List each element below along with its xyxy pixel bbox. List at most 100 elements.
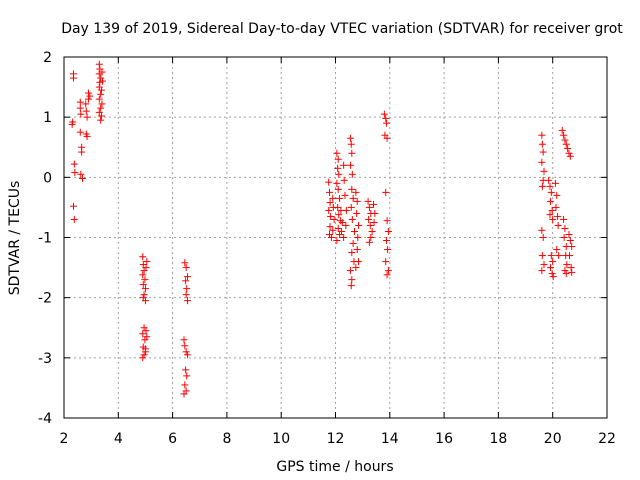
data-point (384, 227, 392, 235)
data-point (140, 267, 148, 275)
data-point (181, 259, 189, 267)
data-point (69, 118, 77, 126)
data-point (326, 223, 334, 231)
x-tick-label: 4 (114, 431, 123, 447)
y-tick-label: 1 (43, 110, 52, 126)
data-point (334, 185, 342, 193)
data-point (342, 206, 350, 214)
data-point (548, 270, 556, 278)
data-point (98, 68, 106, 76)
data-point (95, 108, 103, 116)
data-point (384, 267, 392, 275)
data-point (184, 297, 192, 305)
data-point (348, 149, 356, 157)
data-point (561, 224, 569, 232)
x-tick-label: 12 (327, 431, 345, 447)
data-point (333, 149, 341, 157)
data-point (566, 152, 574, 160)
data-point (330, 215, 338, 223)
data-point (181, 342, 189, 350)
y-tick-label: -2 (38, 291, 52, 307)
y-tick-label: -1 (38, 231, 52, 247)
data-point (84, 95, 92, 103)
data-point (139, 280, 147, 288)
data-point (335, 211, 343, 219)
data-point (139, 294, 147, 302)
x-axis-title: GPS time / hours (276, 459, 393, 475)
data-point (354, 234, 362, 241)
x-tick-label: 14 (381, 431, 399, 447)
data-point (367, 234, 375, 241)
data-point (83, 132, 91, 140)
data-point (97, 90, 105, 98)
x-tick-label: 8 (222, 431, 231, 447)
data-point (382, 188, 390, 196)
data-point (555, 252, 563, 260)
data-point (347, 282, 355, 290)
data-point (181, 381, 189, 389)
data-point (180, 390, 188, 398)
data-point (346, 267, 354, 275)
data-point (560, 234, 568, 241)
data-point (342, 221, 350, 229)
data-point (540, 261, 548, 269)
data-point (564, 144, 572, 152)
data-point (325, 206, 333, 214)
x-tick-label: 6 (168, 431, 177, 447)
data-point (182, 291, 190, 299)
data-point (547, 197, 555, 205)
data-point (97, 116, 105, 124)
y-tick-label: -3 (38, 351, 52, 367)
data-point (370, 200, 378, 208)
data-point (382, 114, 390, 122)
data-point (184, 273, 192, 281)
x-tick-label: 16 (435, 431, 453, 447)
data-point (95, 60, 103, 68)
data-point (549, 258, 557, 266)
data-point (554, 212, 562, 220)
data-point (70, 74, 78, 82)
data-point (341, 191, 349, 199)
data-point (183, 285, 191, 293)
data-point (139, 354, 147, 362)
data-point (538, 226, 546, 234)
data-point (548, 206, 556, 214)
data-point (384, 246, 392, 254)
data-point (95, 95, 103, 103)
data-point (76, 128, 84, 136)
data-point (141, 336, 149, 344)
data-point (540, 167, 548, 175)
data-point (141, 276, 149, 284)
data-point (84, 89, 92, 97)
data-point (349, 240, 357, 248)
x-tick-label: 18 (489, 431, 507, 447)
data-point (538, 252, 546, 260)
data-point (325, 178, 333, 186)
data-point (353, 246, 361, 254)
data-point (566, 237, 574, 245)
data-point (538, 131, 546, 139)
x-tick-label: 22 (598, 431, 616, 447)
data-point (327, 212, 335, 220)
data-point (143, 333, 151, 341)
data-point (348, 276, 356, 284)
data-point (554, 221, 562, 229)
data-point (336, 217, 344, 225)
data-point (352, 264, 360, 272)
data-point (141, 345, 149, 353)
data-point (567, 264, 575, 272)
data-point (348, 249, 356, 257)
data-point (335, 170, 343, 178)
grid (64, 57, 607, 418)
data-point (70, 202, 78, 210)
data-point (143, 258, 151, 266)
data-point (76, 98, 84, 106)
data-point (568, 268, 576, 276)
data-point (70, 215, 78, 223)
data-point (553, 246, 561, 254)
data-point (71, 169, 79, 177)
data-point (553, 191, 561, 199)
data-point (365, 203, 373, 211)
data-point (139, 330, 147, 338)
